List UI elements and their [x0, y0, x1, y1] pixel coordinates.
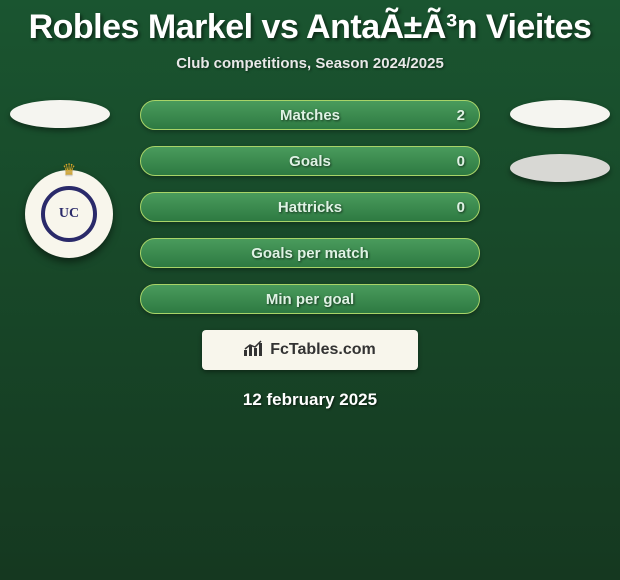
- stat-value-right: 2: [457, 107, 465, 124]
- watermark-text: FcTables.com: [270, 341, 376, 359]
- club-ring: UC: [41, 186, 97, 242]
- page-subtitle: Club competitions, Season 2024/2025: [0, 55, 620, 72]
- stat-label: Matches: [280, 107, 340, 124]
- stat-row-goals: Goals 0: [140, 146, 480, 176]
- crown-icon: ♛: [62, 160, 76, 180]
- stat-row-matches: Matches 2: [140, 100, 480, 130]
- player-right-badge-2: [510, 154, 610, 182]
- page-title: Robles Markel vs AntaÃ±Ã³n Vieites: [0, 0, 620, 47]
- stat-label: Goals: [289, 153, 331, 170]
- player-left-badge: [10, 100, 110, 128]
- stat-row-hattricks: Hattricks 0: [140, 192, 480, 222]
- stats-column: Matches 2 Goals 0 Hattricks 0 Goals per …: [140, 100, 480, 314]
- comparison-area: ♛ UC Matches 2 Goals 0 Hattricks 0 Goals…: [0, 100, 620, 410]
- stat-label: Min per goal: [266, 291, 354, 308]
- stat-label: Goals per match: [251, 245, 369, 262]
- date-label: 12 february 2025: [10, 390, 610, 410]
- club-circle: ♛ UC: [25, 170, 113, 258]
- stat-value-right: 0: [457, 199, 465, 216]
- stat-row-min-per-goal: Min per goal: [140, 284, 480, 314]
- stat-row-goals-per-match: Goals per match: [140, 238, 480, 268]
- club-badge-left: ♛ UC: [25, 170, 113, 258]
- watermark: FcTables.com: [202, 330, 418, 370]
- player-right-badge: [510, 100, 610, 128]
- chart-icon: [244, 340, 264, 361]
- stat-label: Hattricks: [278, 199, 342, 216]
- club-initials: UC: [59, 206, 79, 222]
- stat-value-right: 0: [457, 153, 465, 170]
